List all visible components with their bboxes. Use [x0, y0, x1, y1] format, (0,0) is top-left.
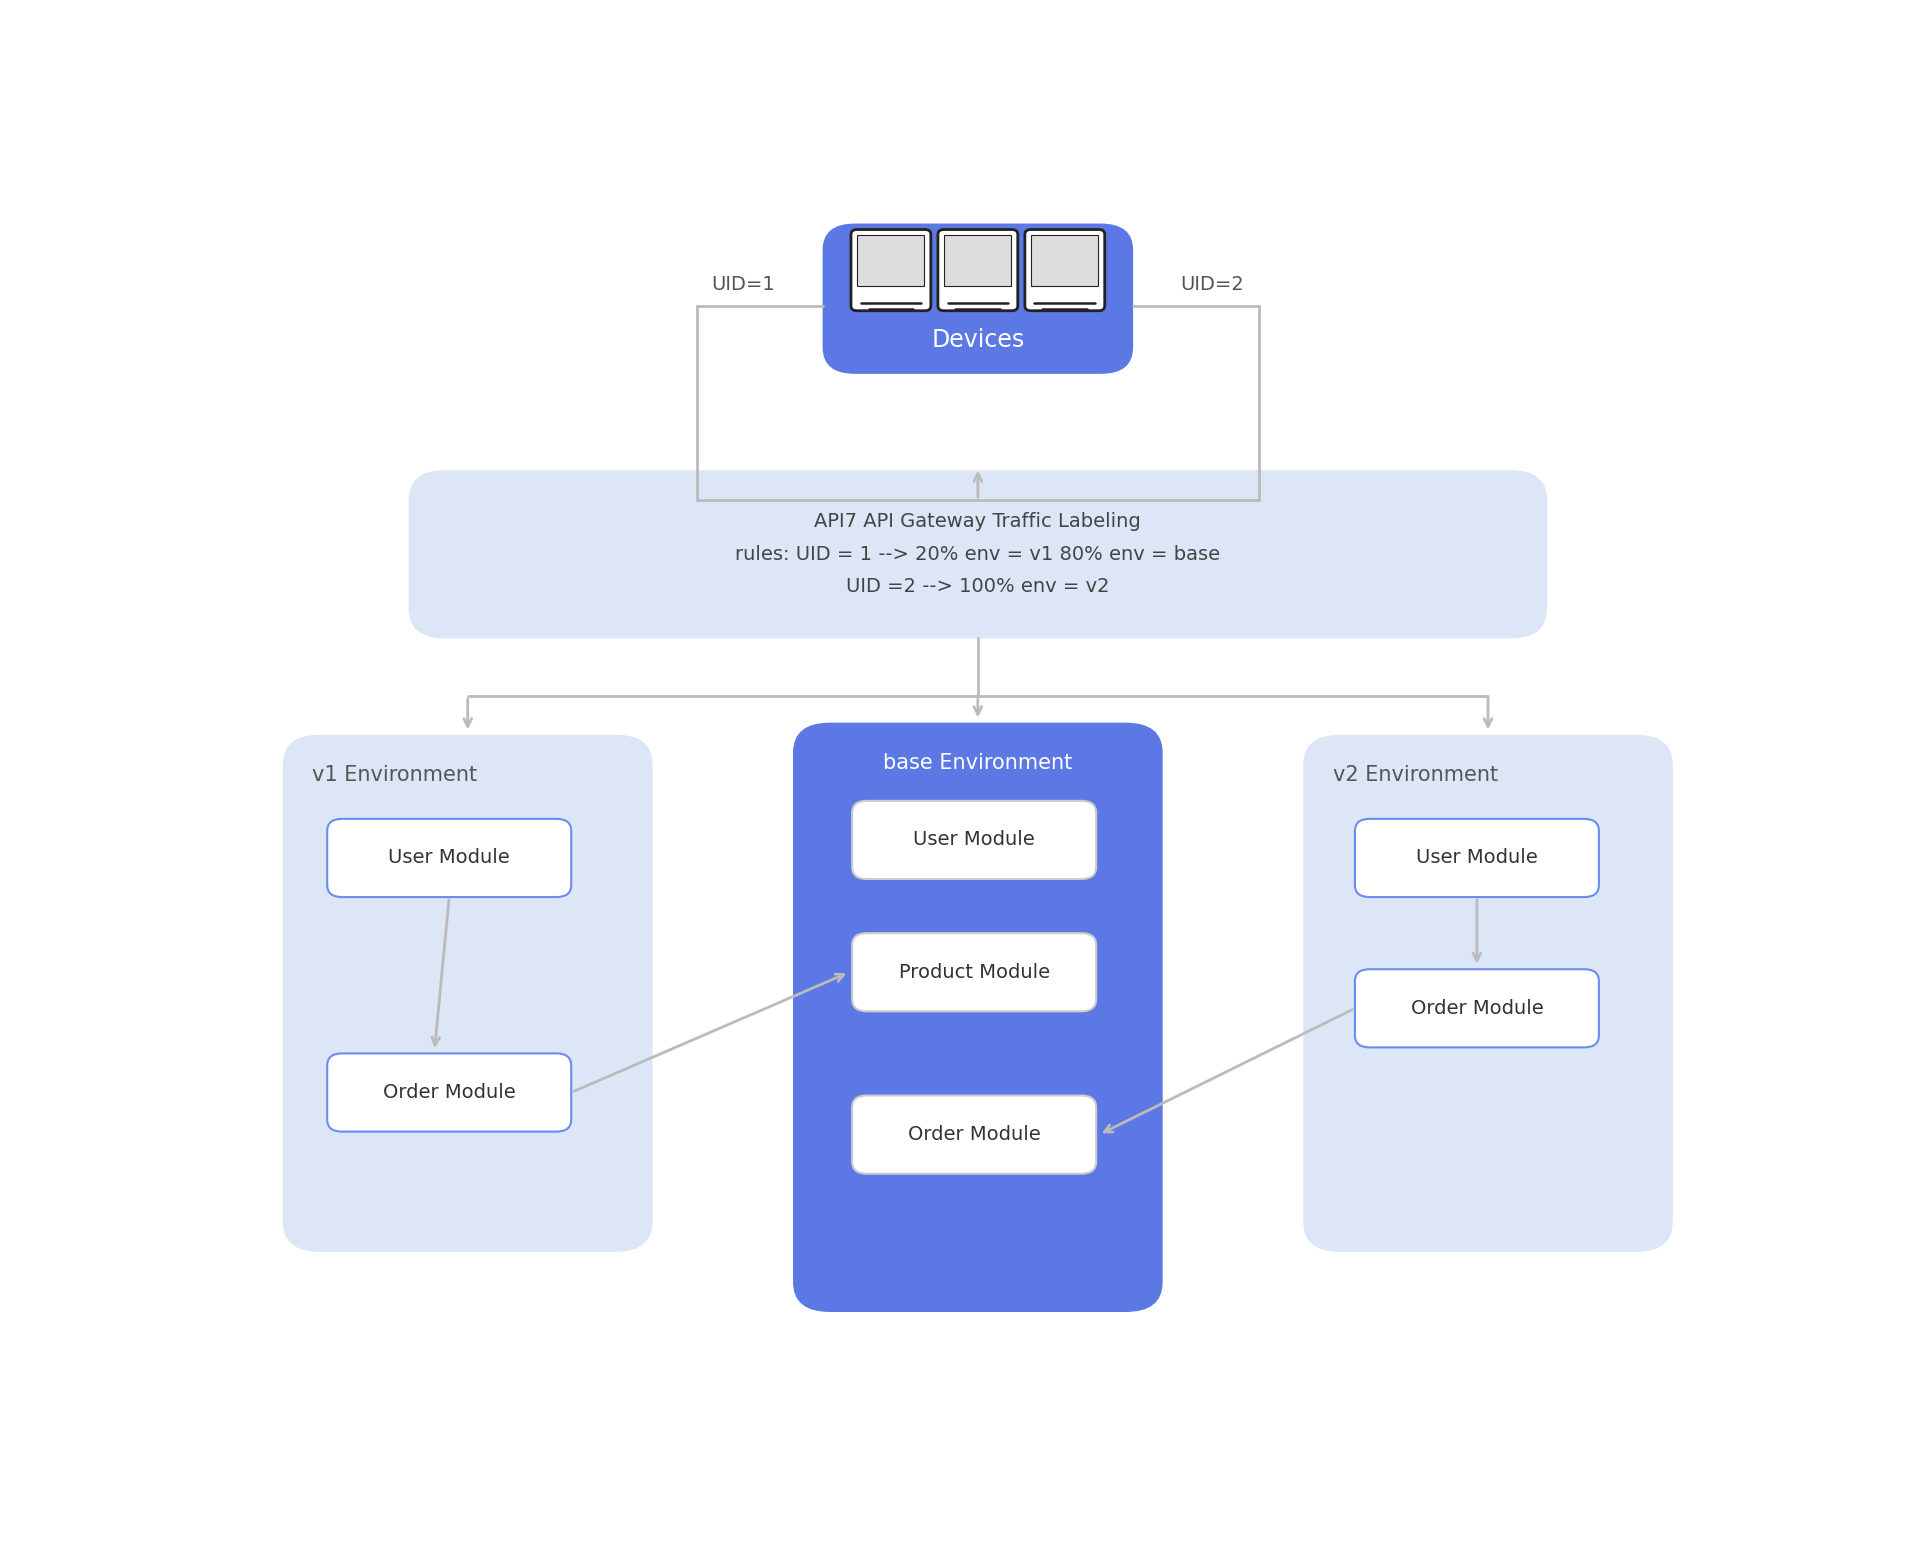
- FancyBboxPatch shape: [282, 734, 652, 1251]
- Text: User Module: User Module: [1415, 848, 1537, 867]
- FancyBboxPatch shape: [852, 1095, 1095, 1173]
- FancyBboxPatch shape: [856, 234, 925, 286]
- Text: v2 Environment: v2 Environment: [1331, 765, 1497, 784]
- FancyBboxPatch shape: [328, 818, 570, 897]
- Text: UID=2: UID=2: [1180, 275, 1243, 294]
- FancyBboxPatch shape: [852, 933, 1095, 1011]
- Text: User Module: User Module: [389, 848, 509, 867]
- FancyBboxPatch shape: [408, 470, 1547, 639]
- FancyBboxPatch shape: [822, 223, 1133, 373]
- Text: Product Module: Product Module: [898, 962, 1049, 982]
- Text: Order Module: Order Module: [908, 1125, 1039, 1143]
- Text: API7 API Gateway Traffic Labeling
rules: UID = 1 --> 20% env = v1 80% env = base: API7 API Gateway Traffic Labeling rules:…: [734, 512, 1220, 597]
- FancyBboxPatch shape: [1354, 968, 1598, 1048]
- FancyBboxPatch shape: [1030, 234, 1098, 286]
- Text: User Module: User Module: [913, 831, 1034, 850]
- FancyBboxPatch shape: [851, 230, 931, 311]
- Text: Order Module: Order Module: [1409, 998, 1543, 1018]
- FancyBboxPatch shape: [938, 230, 1016, 311]
- Text: Devices: Devices: [931, 328, 1024, 351]
- FancyBboxPatch shape: [1302, 734, 1672, 1251]
- FancyBboxPatch shape: [1024, 230, 1104, 311]
- FancyBboxPatch shape: [1354, 818, 1598, 897]
- FancyBboxPatch shape: [793, 723, 1161, 1312]
- Text: UID=1: UID=1: [711, 275, 774, 294]
- Text: base Environment: base Environment: [883, 753, 1072, 773]
- FancyBboxPatch shape: [328, 1053, 570, 1131]
- FancyBboxPatch shape: [944, 234, 1011, 286]
- Text: v1 Environment: v1 Environment: [313, 765, 477, 784]
- Text: Order Module: Order Module: [383, 1082, 515, 1103]
- FancyBboxPatch shape: [852, 801, 1095, 879]
